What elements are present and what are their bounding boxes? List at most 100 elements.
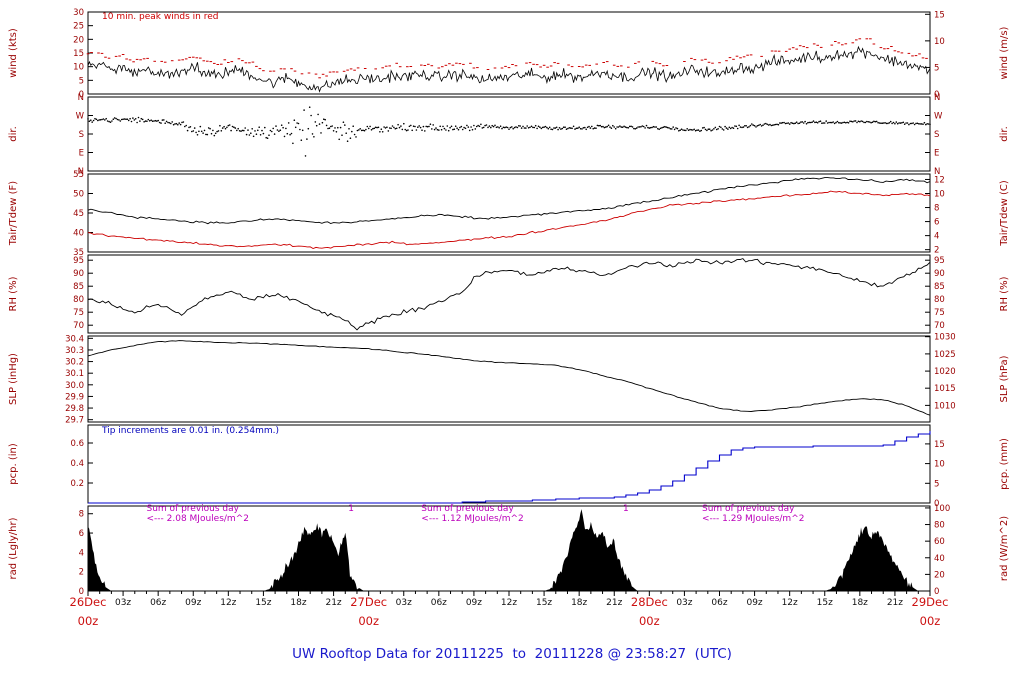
y-tick-label-left: 4	[79, 548, 84, 558]
y-tick-label-right: 0	[934, 499, 939, 509]
axis-label-left-slp: SLP (inHg)	[8, 353, 19, 405]
y-tick-label-right: S	[934, 130, 939, 140]
y-tick-label-left: 50	[73, 190, 84, 200]
panel-border	[87, 254, 931, 334]
x-day-label: 27Dec	[350, 595, 387, 609]
y-tick-label-left: 29.9	[65, 392, 84, 402]
y-tick-label-left: 30.0	[65, 381, 84, 391]
y-tick-label-right: 40	[934, 554, 945, 564]
y-tick-label-left: 20	[73, 35, 84, 45]
y-tick-label-right: 10	[934, 460, 945, 470]
y-tick-label-left: N	[78, 167, 84, 177]
x-tick-label: 12z	[220, 598, 236, 608]
y-tick-label-right: 20	[934, 570, 945, 580]
x-tick-label: 03z	[396, 598, 412, 608]
y-tick-label-right: 80	[934, 521, 945, 531]
y-tick-label-right: 12	[934, 175, 945, 185]
y-tick-label-right: 1015	[934, 384, 956, 394]
y-tick-label-left: 75	[73, 308, 84, 318]
x-day-label: 28Dec	[631, 595, 668, 609]
axis-label-left-dir: dir.	[8, 126, 19, 142]
x-day-label: 26Dec	[70, 595, 107, 609]
axis-label-left-pcp: pcp. (in)	[8, 443, 19, 485]
axis-label-right-rh: RH (%)	[999, 276, 1010, 311]
x-tick-label: 15z	[536, 598, 552, 608]
panel-border	[87, 335, 931, 423]
x-day-label: 00z	[358, 614, 379, 628]
annotation: Sum of previous day	[147, 504, 240, 514]
panel-slp: 30.4 30.3 30.230.1 30.029.9 29.8 29.7 1030 1025…	[8, 333, 1010, 426]
x-tick-label: 09z	[466, 598, 482, 608]
x-tick-label: 03z	[676, 598, 692, 608]
y-tick-label-left: 0	[79, 587, 84, 597]
x-tick-label: 15z	[817, 598, 833, 608]
y-tick-label-right: 95	[934, 256, 945, 266]
axis-label-right-temp: Tair/Tdew (C)	[999, 180, 1010, 247]
y-tick-label-left: 0.4	[70, 459, 84, 469]
panel-border	[87, 173, 931, 253]
y-tick-label-left: 0.6	[70, 439, 84, 449]
y-tick-label-left: 90	[73, 269, 84, 279]
axis-label-left-rad: rad (Lgly/hr)	[8, 517, 19, 579]
y-tick-label-left: W	[76, 112, 85, 122]
x-tick-label: 21z	[606, 598, 622, 608]
y-tick-label-right: 80	[934, 295, 945, 305]
x-tick-label: 18z	[852, 598, 868, 608]
y-tick-label-right: 75	[934, 308, 945, 318]
axis-label-left-rh: RH (%)	[8, 276, 19, 311]
y-tick-label-left: S	[79, 130, 84, 140]
y-tick-label-right: 10	[934, 190, 945, 200]
y-tick-label-right: N	[934, 167, 940, 177]
annotation: Sum of previous day	[702, 504, 795, 514]
annotation: <--- 2.08 MJoules/m^2	[147, 514, 249, 524]
y-tick-label-right: 60	[934, 537, 945, 547]
y-tick-label-right: 15	[934, 440, 945, 450]
y-tick-label-right: 6	[934, 218, 939, 228]
x-axis: 03z 06z 09z 12z 15z 18z 21z 03z 06z 09z 12z 15z 18z 2…	[70, 591, 948, 628]
y-tick-label-left: 0.2	[70, 479, 84, 489]
x-day-label: 00z	[78, 614, 99, 628]
axis-label-right-pcp: pcp. (mm)	[999, 438, 1010, 490]
y-tick-label-left: 85	[73, 282, 84, 292]
y-tick-label-right: 70	[934, 321, 945, 331]
x-tick-label: 15z	[255, 598, 271, 608]
y-tick-label-left: N	[78, 93, 84, 103]
y-tick-label-left: 30.2	[65, 358, 84, 368]
panel-border	[87, 96, 931, 172]
x-tick-label: 21z	[887, 598, 903, 608]
y-tick-label-left: 0	[79, 90, 84, 100]
y-tick-label-left: 6	[79, 529, 84, 539]
y-tick-label-right: 100	[934, 504, 950, 514]
annotation: 1	[623, 504, 629, 514]
y-tick-label-right: E	[934, 149, 939, 159]
panel-pcp: 0.6 0.4 0.2 15 10 5 0 pcp. (in) pcp. (mm) Tip inc…	[8, 424, 1010, 509]
axis-label-right-wind: wind (m/s)	[999, 26, 1010, 79]
panel-rh: 95 90 85 80 75 70 95 90 85 80 75 70 RH (%) RH (%)	[8, 254, 1010, 334]
y-tick-label-left: 29.7	[65, 416, 84, 426]
y-tick-label-left: 25	[73, 22, 84, 32]
y-tick-label-right: 1030	[934, 333, 956, 343]
x-tick-label: 09z	[185, 598, 201, 608]
series-wind-avg	[87, 45, 931, 93]
x-day-label: 00z	[920, 614, 941, 628]
y-tick-label-left: 30.4	[65, 334, 84, 344]
y-tick-label-right: 1010	[934, 401, 956, 411]
x-tick-label: 18z	[571, 598, 587, 608]
panel-wind: 30 25 20 15 10 5 0 15 10 5 0 wind (kts) wind (m/s) 10…	[8, 8, 1010, 100]
x-tick-label: 21z	[325, 598, 341, 608]
y-tick-label-right: 90	[934, 269, 945, 279]
y-tick-label-right: 85	[934, 282, 945, 292]
y-tick-label-left: 30.1	[65, 369, 84, 379]
chart-title: UW Rooftop Data for 20111225 to 20111228…	[292, 646, 732, 662]
y-tick-label-left: E	[79, 149, 84, 159]
annotation: Sum of previous day	[421, 504, 514, 514]
y-tick-label-right: W	[934, 112, 943, 122]
x-tick-label: 06z	[431, 598, 447, 608]
panel-temp: 55 50 45 40 35 12 10 8 6 4 2 Tair/Tdew (F) Tair/Tdew…	[8, 170, 1010, 258]
series-wind-peak	[86, 38, 928, 79]
y-tick-label-left: 30.3	[65, 346, 84, 356]
annotation: 10 min. peak winds in red	[102, 12, 219, 22]
